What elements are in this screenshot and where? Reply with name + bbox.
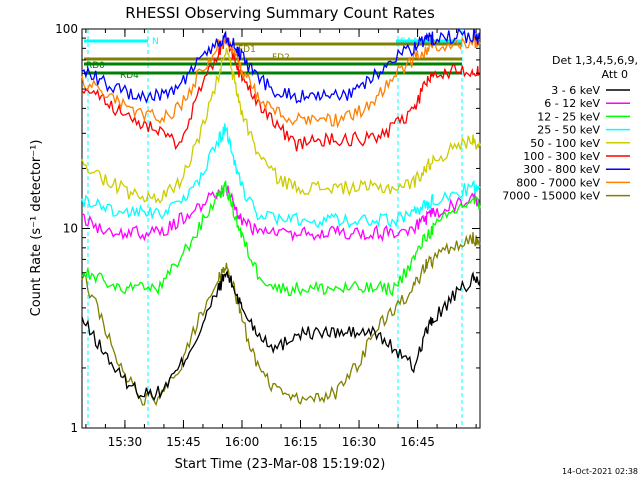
legend-label-3: 25 - 50 keV	[537, 124, 600, 137]
x-tick-label-3: 16:15	[283, 435, 318, 449]
legend-header-line-2: Att 0	[602, 68, 628, 81]
legend-label-8: 7000 - 15000 keV	[502, 190, 600, 203]
flag-label-fd1: FD1	[238, 45, 256, 55]
series-line-0	[81, 269, 481, 402]
x-tick-label-1: 15:45	[166, 435, 201, 449]
series-line-7	[81, 34, 481, 129]
legend-label-7: 800 - 7000 keV	[516, 176, 600, 189]
series-line-6	[81, 28, 481, 104]
series-line-4	[81, 47, 481, 204]
chart-title: RHESSI Observing Summary Count Rates	[125, 4, 435, 22]
legend-header-line-1: Det 1,3,4,5,6,9,	[552, 54, 638, 67]
flag-label-saa: SAA	[400, 37, 419, 47]
x-tick-label-2: 16:00	[225, 435, 260, 449]
flag-label-rd4: RD4	[120, 71, 139, 81]
plot-area: N SAA FD1 FD2 RD0 RD4 15:30 15:45 16:00 16:15 16:…	[55, 22, 481, 449]
legend-label-6: 300 - 800 keV	[523, 163, 600, 176]
flag-label-rd0: RD0	[86, 61, 105, 71]
series-line-8	[81, 232, 481, 407]
y-tick-label-2: 100	[55, 22, 78, 36]
y-tick-label-1: 10	[63, 222, 78, 236]
flag-label-fd2: FD2	[272, 53, 290, 63]
series-line-5	[81, 34, 481, 152]
x-tick-label-5: 16:45	[400, 435, 435, 449]
legend-label-5: 100 - 300 keV	[523, 150, 600, 163]
x-tick-label-0: 15:30	[108, 435, 143, 449]
flag-label-n: N	[152, 37, 159, 47]
x-axis-label: Start Time (23-Mar-08 15:19:02)	[175, 457, 386, 472]
legend-label-2: 12 - 25 keV	[537, 110, 600, 123]
series-line-2	[81, 179, 481, 297]
legend-label-0: 3 - 6 keV	[551, 84, 600, 97]
series-line-3	[81, 123, 481, 229]
series-layer	[81, 28, 481, 407]
tick-layer: 15:30 15:45 16:00 16:15 16:30 16:45 1 10 100	[55, 22, 480, 449]
generation-timestamp: 14-Oct-2021 02:38	[562, 467, 638, 476]
y-tick-label-0: 1	[70, 421, 78, 435]
series-line-1	[81, 183, 481, 243]
y-axis-label: Count Rate (s⁻¹ detector⁻¹)	[29, 140, 44, 317]
legend-label-4: 50 - 100 keV	[530, 137, 600, 150]
x-tick-label-4: 16:30	[342, 435, 377, 449]
legend-label-1: 6 - 12 keV	[544, 97, 600, 110]
